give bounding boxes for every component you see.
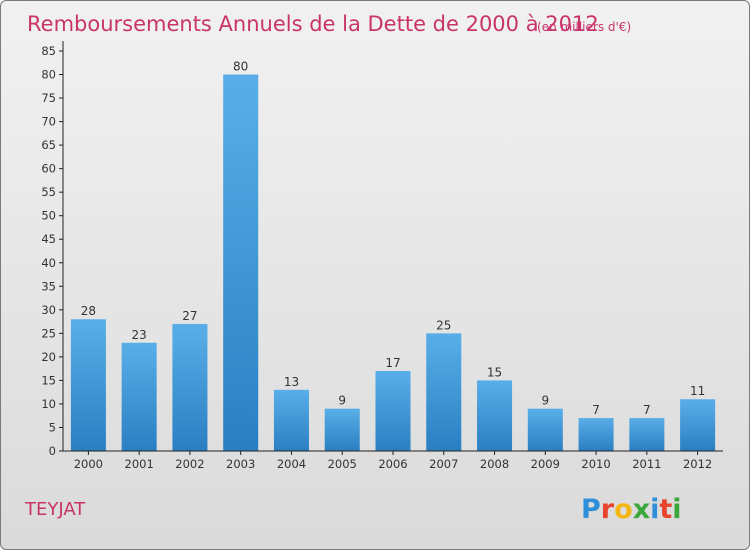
x-axis-ticks: 2000 2001 2002 2003 2004 2005 2006 2007 2008 2009… xyxy=(74,451,712,471)
y-tick-label: 45 xyxy=(41,232,56,246)
x-tick-label: 2004 xyxy=(277,457,306,471)
logo-letter: o xyxy=(614,494,633,525)
x-tick-label: 2005 xyxy=(328,457,357,471)
y-tick-label: 65 xyxy=(41,138,56,152)
y-axis-ticks: 0 5 10 15 20 25 30 35 40 45 50 55 60 65 70 75 80 85 xyxy=(41,44,63,458)
bar-2005 xyxy=(324,408,360,451)
y-tick-label: 30 xyxy=(41,303,56,317)
data-label-2003: 80 xyxy=(233,60,248,74)
y-tick-label: 55 xyxy=(41,185,56,199)
x-tick-label: 2011 xyxy=(632,457,661,471)
data-label-2000: 28 xyxy=(81,304,96,318)
logo-letter: x xyxy=(633,494,650,525)
data-label-2007: 25 xyxy=(436,318,451,332)
bar-2001 xyxy=(121,342,157,451)
bar-2007 xyxy=(426,333,462,451)
chart-title: Remboursements Annuels de la Dette de 20… xyxy=(27,12,599,36)
x-tick-label: 2012 xyxy=(683,457,712,471)
x-tick-label: 2000 xyxy=(74,457,103,471)
data-label-2012: 11 xyxy=(690,384,705,398)
bar-2004 xyxy=(273,389,309,451)
chart-subtitle: (en milliers d'€) xyxy=(537,20,631,34)
x-tick-label: 2001 xyxy=(125,457,154,471)
bar-2008 xyxy=(477,380,513,451)
x-tick-label: 2008 xyxy=(480,457,509,471)
place-name: TEYJAT xyxy=(24,499,86,520)
data-label-2008: 15 xyxy=(487,365,502,379)
x-tick-label: 2009 xyxy=(531,457,560,471)
bar-2009 xyxy=(527,408,563,451)
y-tick-label: 20 xyxy=(41,350,56,364)
bar-2010 xyxy=(578,418,614,451)
x-tick-label: 2006 xyxy=(378,457,407,471)
data-label-2002: 27 xyxy=(182,309,197,323)
y-tick-label: 85 xyxy=(41,44,56,58)
x-tick-label: 2007 xyxy=(429,457,458,471)
y-tick-label: 35 xyxy=(41,279,56,293)
y-tick-label: 50 xyxy=(41,209,56,223)
bar-2012 xyxy=(680,399,716,451)
bar-2003 xyxy=(223,74,259,451)
data-label-2004: 13 xyxy=(284,375,299,389)
y-tick-label: 80 xyxy=(41,68,56,82)
y-tick-label: 0 xyxy=(49,444,56,458)
bar-2006 xyxy=(375,371,411,451)
data-label-2005: 9 xyxy=(338,394,346,408)
x-tick-label: 2010 xyxy=(581,457,610,471)
data-label-2009: 9 xyxy=(541,394,549,408)
y-tick-label: 70 xyxy=(41,115,56,129)
bar-2000 xyxy=(70,319,106,451)
x-tick-label: 2002 xyxy=(175,457,204,471)
y-tick-label: 5 xyxy=(49,420,56,434)
proxiti-logo: Proxiti xyxy=(581,494,682,525)
y-tick-label: 40 xyxy=(41,256,56,270)
data-label-2011: 7 xyxy=(643,403,651,417)
y-tick-label: 75 xyxy=(41,91,56,105)
y-tick-label: 10 xyxy=(41,397,56,411)
data-label-2010: 7 xyxy=(592,403,600,417)
logo-letter: P xyxy=(581,494,601,525)
data-label-2006: 17 xyxy=(385,356,400,370)
y-tick-label: 15 xyxy=(41,373,56,387)
y-tick-label: 60 xyxy=(41,162,56,176)
bar-series: 28 23 27 80 13 9 17 25 15 9 7 7 11 xyxy=(70,60,716,451)
data-label-2001: 23 xyxy=(132,328,147,342)
logo-letter: i xyxy=(650,494,659,525)
logo-letter: t xyxy=(659,494,672,525)
x-tick-label: 2003 xyxy=(226,457,255,471)
logo-letter: i xyxy=(672,494,681,525)
y-tick-label: 25 xyxy=(41,326,56,340)
bar-2002 xyxy=(172,323,208,451)
logo-letter: r xyxy=(601,494,615,525)
bar-2011 xyxy=(629,418,665,451)
